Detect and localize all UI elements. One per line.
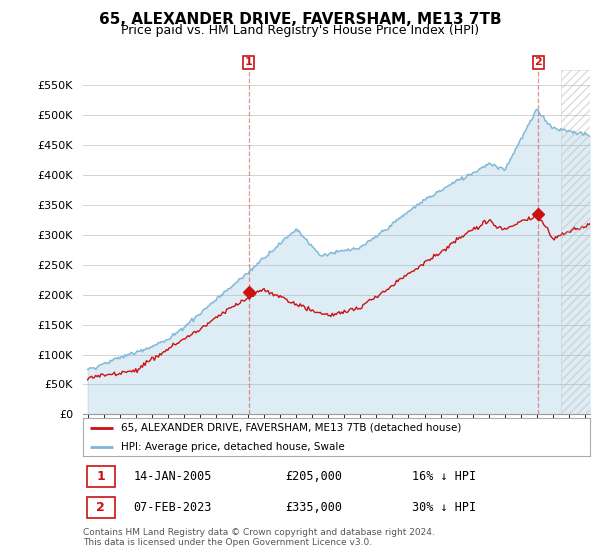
FancyBboxPatch shape	[87, 497, 115, 518]
Text: 14-JAN-2005: 14-JAN-2005	[133, 470, 212, 483]
Text: 2: 2	[97, 501, 105, 514]
Text: 1: 1	[97, 470, 105, 483]
Text: £335,000: £335,000	[286, 501, 343, 514]
Text: 16% ↓ HPI: 16% ↓ HPI	[412, 470, 476, 483]
Text: £205,000: £205,000	[286, 470, 343, 483]
Text: 65, ALEXANDER DRIVE, FAVERSHAM, ME13 7TB (detached house): 65, ALEXANDER DRIVE, FAVERSHAM, ME13 7TB…	[121, 423, 461, 433]
Text: 2: 2	[535, 57, 542, 67]
Bar	[561, 70, 590, 414]
Text: 07-FEB-2023: 07-FEB-2023	[133, 501, 212, 514]
Text: 1: 1	[245, 57, 253, 67]
Text: Contains HM Land Registry data © Crown copyright and database right 2024.
This d: Contains HM Land Registry data © Crown c…	[83, 528, 434, 547]
Text: 30% ↓ HPI: 30% ↓ HPI	[412, 501, 476, 514]
Text: HPI: Average price, detached house, Swale: HPI: Average price, detached house, Swal…	[121, 442, 344, 452]
FancyBboxPatch shape	[87, 466, 115, 487]
Text: 65, ALEXANDER DRIVE, FAVERSHAM, ME13 7TB: 65, ALEXANDER DRIVE, FAVERSHAM, ME13 7TB	[98, 12, 502, 27]
Text: Price paid vs. HM Land Registry's House Price Index (HPI): Price paid vs. HM Land Registry's House …	[121, 24, 479, 36]
